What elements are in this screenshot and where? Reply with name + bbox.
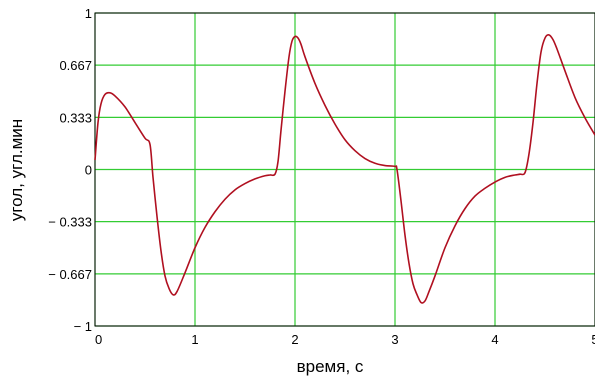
y-tick-label: 0.667	[59, 58, 92, 73]
x-tick-label: 3	[391, 332, 398, 347]
y-tick-label: − 1	[74, 319, 92, 334]
x-tick-label: 2	[291, 332, 298, 347]
y-axis-title: угол, угл.мин	[7, 119, 26, 221]
y-tick-label: 1	[85, 6, 92, 21]
y-tick-label: − 0.667	[48, 267, 92, 282]
x-axis-title: время, с	[297, 357, 364, 376]
y-tick-label: 0	[85, 163, 92, 178]
x-tick-label: 4	[491, 332, 498, 347]
y-tick-label: − 0.333	[48, 215, 92, 230]
y-tick-label: 0.333	[59, 110, 92, 125]
x-tick-label: 0	[95, 332, 102, 347]
x-tick-label: 5	[591, 332, 595, 347]
x-tick-label: 1	[191, 332, 198, 347]
